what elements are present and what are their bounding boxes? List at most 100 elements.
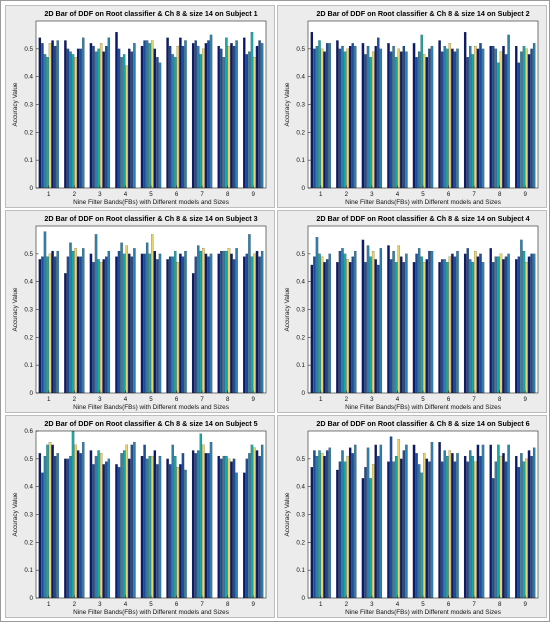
bar [194, 40, 197, 189]
bar [387, 245, 390, 394]
bar [492, 262, 495, 394]
x-tick-label: 1 [47, 601, 51, 608]
bar [351, 256, 354, 394]
bar [102, 259, 105, 394]
bar [76, 48, 80, 189]
plot-area [36, 226, 266, 393]
bar [97, 48, 100, 189]
bar [107, 37, 111, 189]
y-tick-label: 0.1 [296, 157, 305, 164]
bar [217, 45, 220, 189]
bar [225, 455, 228, 599]
bar [253, 57, 256, 189]
y-axis-label: Accuracy Value [12, 492, 19, 536]
bar [474, 45, 477, 189]
bar [440, 461, 444, 599]
bar [117, 467, 121, 599]
bar [343, 461, 347, 599]
bar [48, 43, 52, 189]
x-tick-label: 4 [124, 191, 128, 198]
bar [166, 259, 169, 394]
bar [348, 45, 352, 189]
bar [371, 250, 375, 394]
bar [428, 48, 431, 189]
x-tick-label: 5 [421, 601, 425, 608]
bar [328, 253, 331, 394]
bar [197, 45, 200, 189]
bar [451, 48, 454, 189]
bar [448, 450, 452, 599]
bar [489, 45, 492, 189]
y-tick-label: 0.2 [24, 334, 33, 341]
bar [499, 51, 503, 189]
x-tick-label: 3 [98, 601, 102, 608]
bar [41, 472, 44, 599]
bar [412, 444, 416, 599]
bar [130, 256, 134, 394]
bar [320, 48, 324, 189]
bar [489, 248, 492, 394]
bar [366, 447, 370, 599]
chart-title: 2D Bar of DDF on Root classifier & Ch 8 … [44, 214, 257, 223]
bar [466, 461, 469, 599]
bar [507, 444, 510, 599]
y-tick-label: 0 [302, 185, 306, 192]
bar [397, 245, 400, 394]
bar [423, 54, 426, 189]
bar [197, 450, 200, 599]
bar [156, 259, 159, 394]
bar [532, 447, 536, 599]
bar [260, 250, 264, 394]
bar [351, 43, 354, 189]
x-tick-label: 7 [472, 601, 476, 608]
bar [348, 262, 352, 394]
y-tick-label: 0.2 [296, 539, 305, 546]
bar [502, 453, 505, 599]
x-tick-label: 2 [345, 191, 349, 198]
bar [525, 48, 528, 189]
bar [354, 444, 357, 599]
bar [250, 32, 254, 189]
bar [504, 54, 508, 189]
bar [184, 40, 187, 189]
bar [92, 262, 95, 394]
bar [443, 45, 446, 189]
bar [456, 453, 459, 599]
bar [474, 461, 477, 599]
bar [181, 256, 185, 394]
bar [348, 447, 352, 599]
bar [532, 43, 536, 189]
bar [369, 57, 372, 189]
bar [74, 248, 77, 394]
bar [245, 458, 249, 599]
subplot-subject-5: 2D Bar of DDF on Root classifier & Ch 8 … [5, 415, 275, 618]
subplot-subject-4: 2D Bar of DDF on Root classifier & Ch 8 … [277, 210, 547, 413]
chart-title: 2D Bar of DDF on Root classifier & Ch 8 … [316, 419, 529, 428]
bar [325, 259, 329, 394]
bar [94, 455, 98, 599]
bar [371, 51, 375, 189]
y-tick-label: 0.1 [24, 362, 33, 369]
bar [199, 250, 203, 394]
bar-chart-subject-6: 2D Bar of DDF on Root classifier & Ch 8 … [284, 419, 539, 616]
subplot-subject-1: 2D Bar of DDF on Root classifier & Ch 8 … [5, 5, 275, 208]
x-tick-label: 8 [498, 601, 502, 608]
bar [341, 248, 344, 394]
x-tick-label: 7 [200, 601, 204, 608]
bar [56, 40, 59, 189]
subplot-subject-3: 2D Bar of DDF on Root classifier & Ch 8 … [5, 210, 275, 413]
bar [38, 37, 42, 189]
bar [64, 273, 67, 394]
bar [530, 48, 533, 189]
bar [117, 48, 121, 189]
bar [202, 444, 205, 599]
bar [471, 262, 475, 394]
bar [232, 458, 236, 599]
bar [133, 248, 136, 394]
subplot-subject-2: 2D Bar of DDF on Root classifier & Ch 8 … [277, 5, 547, 208]
bar [379, 444, 383, 599]
bar [469, 45, 472, 189]
bar [527, 450, 531, 599]
bar [148, 253, 151, 394]
bar [446, 455, 449, 599]
